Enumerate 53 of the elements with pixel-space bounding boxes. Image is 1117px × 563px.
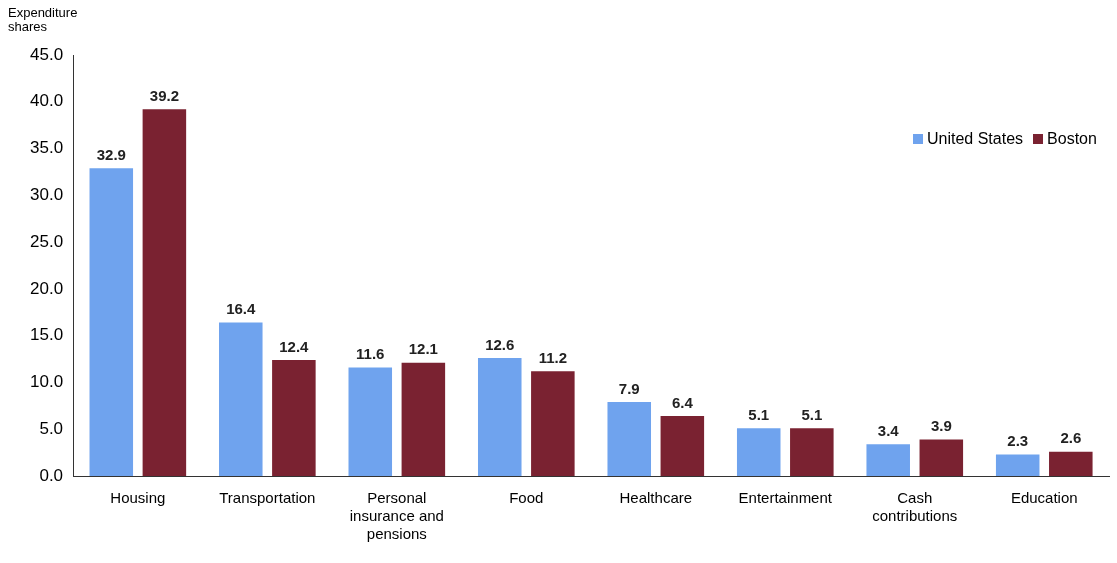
- bar: [1049, 451, 1093, 476]
- data-label: 39.2: [149, 86, 179, 104]
- legend-label: United States: [927, 130, 1024, 148]
- bar: [607, 402, 652, 476]
- y-tick-label: 25.0: [29, 231, 64, 251]
- x-tick-label: Healthcare: [619, 489, 693, 507]
- x-tick-label: Housing: [110, 489, 166, 507]
- data-label: 11.6: [356, 345, 385, 363]
- bar: [736, 428, 781, 476]
- x-tick-label: Entertainment: [738, 489, 833, 507]
- y-axis-title: Expenditure shares: [8, 5, 79, 34]
- data-label: 11.2: [538, 348, 568, 366]
- y-tick-label: 0.0: [39, 465, 64, 485]
- bar: [790, 428, 834, 476]
- data-label: 16.4: [226, 300, 257, 318]
- bar: [401, 362, 446, 476]
- y-tick-label: 10.0: [29, 372, 64, 392]
- data-label: 12.1: [408, 340, 438, 358]
- bar: [142, 109, 187, 476]
- bar: [272, 359, 316, 476]
- data-label: 12.6: [485, 335, 515, 353]
- bar: [995, 454, 1040, 476]
- bar: [219, 322, 263, 476]
- data-label: 3.4: [877, 421, 900, 439]
- data-label: 6.4: [671, 393, 694, 411]
- y-tick-label: 35.0: [29, 138, 64, 158]
- x-tick-label: Education: [1010, 489, 1078, 507]
- y-tick-label: 5.0: [39, 418, 64, 438]
- x-tick-label: Food: [509, 489, 544, 507]
- y-tick-label: 15.0: [29, 325, 64, 345]
- y-tick-label: 30.0: [29, 185, 64, 205]
- x-tick-label: Cash contributions: [872, 489, 958, 525]
- data-label: 5.1: [748, 405, 770, 423]
- bar: [89, 168, 134, 476]
- bar: [348, 367, 393, 476]
- data-label: 2.3: [1007, 432, 1029, 450]
- data-label: 5.1: [801, 405, 823, 423]
- data-label: 3.9: [930, 417, 952, 435]
- bar: [477, 358, 522, 476]
- data-label: 32.9: [96, 145, 126, 163]
- legend-label: Boston: [1047, 130, 1097, 148]
- y-tick-label: 45.0: [29, 44, 64, 64]
- y-tick-label: 20.0: [29, 278, 64, 298]
- x-tick-label: Personal insurance and pensions: [349, 489, 444, 543]
- bar: [660, 416, 705, 476]
- bar: [531, 371, 575, 476]
- data-label: 12.4: [279, 337, 310, 355]
- y-tick-label: 40.0: [29, 91, 64, 111]
- bar: [919, 439, 964, 476]
- data-label: 2.6: [1060, 429, 1082, 447]
- data-label: 7.9: [618, 379, 640, 397]
- bar: [866, 444, 910, 476]
- x-tick-label: Transportation: [219, 489, 316, 507]
